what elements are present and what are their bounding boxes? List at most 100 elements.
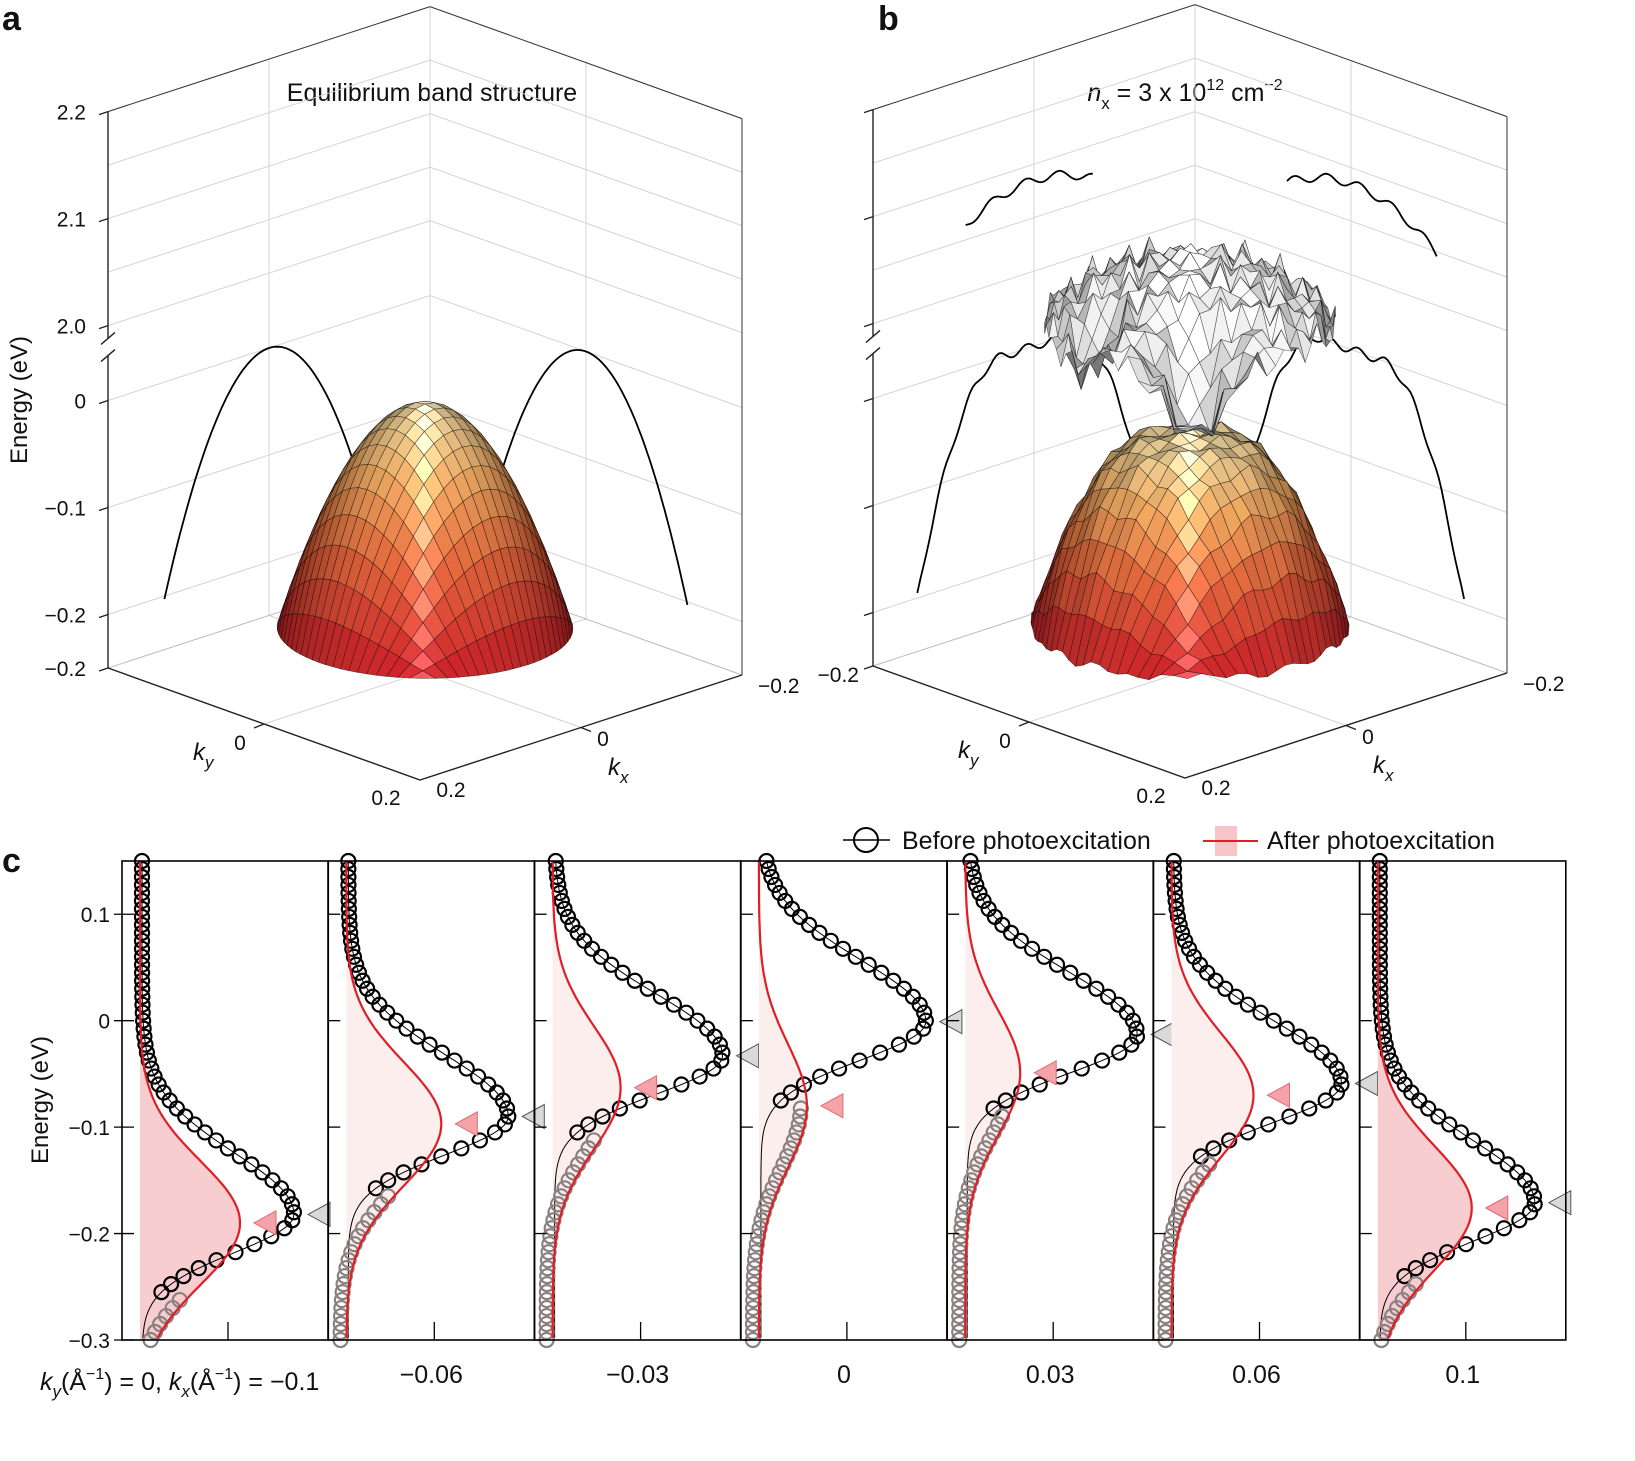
wall-gridline [107, 113, 743, 227]
before-data-point [133, 924, 151, 941]
before-data-point [146, 1068, 163, 1085]
upper-band-projection-ky [1286, 172, 1438, 257]
before-data-point [1371, 940, 1388, 957]
band-projection-ky [1237, 334, 1465, 600]
before-data-point [1167, 892, 1184, 910]
wall-gridline [107, 294, 743, 408]
ky-axis-label: ky [193, 739, 215, 772]
z-tick [863, 322, 874, 328]
ky-symbol: k [193, 739, 207, 766]
title-n-sub: x [1101, 94, 1110, 113]
before-data-point [1371, 892, 1388, 910]
before-data-point [1012, 932, 1030, 949]
after-peak-marker [1033, 1059, 1057, 1086]
after-fill-area [1377, 861, 1472, 1340]
before-peak-marker [1354, 1070, 1378, 1097]
before-data-point [208, 1132, 225, 1149]
before-data-point [550, 876, 567, 894]
ky-tick-label: 0 [999, 730, 1011, 753]
before-data-point [1317, 1092, 1334, 1109]
before-data-point [1265, 1012, 1282, 1029]
before-data-point [135, 1020, 152, 1037]
before-data-point [1373, 1004, 1390, 1021]
wall-gridline [872, 111, 1508, 225]
before-data-point [367, 1180, 384, 1197]
before-data-point [134, 988, 151, 1005]
before-data-point [1075, 972, 1092, 989]
before-data-point [359, 980, 376, 997]
before-data-point [340, 868, 357, 886]
before-data-point [133, 876, 151, 894]
edc-panel: 0.03 [946, 852, 1174, 1389]
band-projection-kx [916, 332, 1152, 594]
before-data-point [1477, 1228, 1494, 1245]
k-tick [1018, 721, 1030, 727]
before-data-point [133, 908, 151, 925]
axis-break-mark [100, 349, 116, 363]
before-data-point [847, 948, 864, 965]
ky-symbol: k [958, 737, 972, 764]
after-fill-area [140, 861, 240, 1340]
z-tick [98, 324, 109, 330]
before-data-point [549, 868, 566, 886]
before-data-point [1371, 972, 1389, 989]
before-data-point [135, 1012, 152, 1029]
before-data-point [1511, 1212, 1528, 1229]
before-data-point [340, 892, 357, 910]
before-data-point [453, 1140, 470, 1157]
kx-symbol: k [1373, 752, 1387, 779]
before-data-point [1301, 1100, 1318, 1117]
before-data-point [1100, 988, 1117, 1005]
after-peak-marker [252, 1210, 277, 1236]
kx-tick-label: 0.2 [436, 779, 465, 802]
before-data-point [433, 1044, 451, 1061]
floor-front-axes [872, 665, 1508, 779]
before-data-point [433, 1148, 450, 1165]
z-tick [98, 613, 109, 619]
panel-b-title: nx = 3 x 1012 cm−2 [1087, 77, 1282, 113]
before-data-point [446, 1052, 463, 1069]
before-data-point [1128, 1020, 1145, 1037]
panel-label-a: a [2, 0, 22, 38]
before-data-point [150, 1076, 167, 1093]
before-data-point [911, 996, 928, 1013]
before-data-point [614, 964, 631, 981]
before-data-point [398, 1020, 415, 1037]
wall-gridline [107, 59, 743, 173]
before-data-point [342, 924, 359, 941]
before-peak-marker [521, 1103, 545, 1130]
before-data-point [341, 908, 358, 925]
before-data-point [175, 1268, 192, 1285]
kx-axis-label: kx [608, 754, 629, 787]
kx-subscript: x [619, 768, 629, 787]
before-data-point [811, 924, 828, 941]
before-data-point [133, 892, 151, 910]
before-data-point [559, 908, 577, 925]
before-peak-marker [1547, 1189, 1572, 1216]
before-data-point [1499, 1156, 1516, 1173]
ky-subscript: y [969, 751, 980, 770]
valence-surface-facet [408, 670, 437, 679]
before-data-point [1177, 932, 1194, 949]
before-data-point [1373, 1012, 1390, 1029]
before-data-point [691, 1068, 708, 1085]
panel-a-3d-plot: 2.22.12.00−0.1−0.2−0.200.2 0.20−0.2ky kx [45, 6, 799, 810]
before-data-point [1281, 1108, 1298, 1125]
kx-tick-label: −0.2 [1523, 673, 1564, 696]
after-line [1170, 861, 1255, 1338]
before-data-point [714, 1044, 731, 1061]
before-data-point [782, 1084, 799, 1101]
valence-surface-facet [1172, 671, 1202, 679]
before-data-point [246, 1236, 263, 1253]
before-data-point [1411, 1092, 1428, 1109]
before-data-point [133, 964, 151, 981]
before-data-point [1420, 1100, 1437, 1117]
z-tick [98, 667, 109, 672]
before-data-point [1180, 940, 1198, 957]
before-data-point [133, 884, 151, 902]
before-data-point [1375, 1028, 1393, 1045]
band-projection-kx [163, 345, 375, 600]
before-data-point [1371, 948, 1388, 965]
before-data-point [830, 1060, 848, 1077]
before-data-point [1386, 1060, 1403, 1077]
